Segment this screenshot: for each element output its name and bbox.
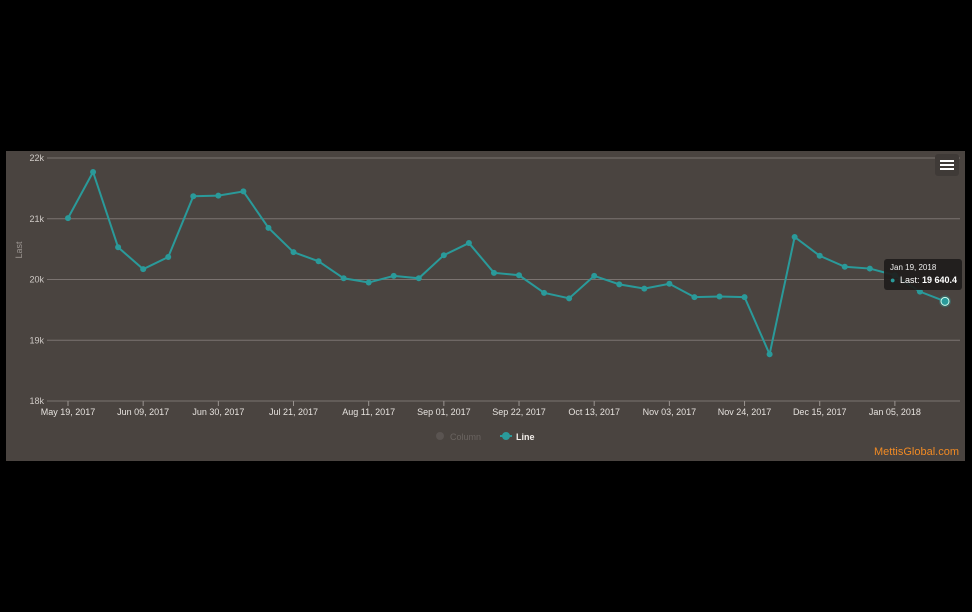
- data-point[interactable]: [390, 272, 397, 279]
- chart-panel: [6, 151, 965, 461]
- x-tick-label: Sep 22, 2017: [492, 407, 546, 417]
- legend-item-line[interactable]: Line: [516, 432, 535, 442]
- data-point[interactable]: [616, 281, 623, 288]
- legend-item-column[interactable]: Column: [450, 432, 481, 442]
- data-point[interactable]: [841, 263, 848, 270]
- y-tick-label: 20k: [29, 275, 44, 285]
- data-point[interactable]: [641, 285, 648, 292]
- data-point[interactable]: [791, 233, 798, 240]
- y-tick-label: 18k: [29, 396, 44, 406]
- x-tick-label: Nov 03, 2017: [643, 407, 697, 417]
- data-point[interactable]: [566, 295, 573, 302]
- y-axis: 18k 19k 20k 21k 22k: [29, 153, 44, 406]
- data-point[interactable]: [415, 275, 422, 282]
- x-tick-label: Jan 05, 2018: [869, 407, 921, 417]
- data-point[interactable]: [265, 224, 272, 231]
- legend[interactable]: Column Line: [436, 432, 535, 442]
- x-tick-label: Jun 09, 2017: [117, 407, 169, 417]
- legend-marker-icon: [436, 432, 444, 440]
- data-point[interactable]: [691, 294, 698, 301]
- data-point[interactable]: [766, 351, 773, 358]
- x-tick-label: Nov 24, 2017: [718, 407, 772, 417]
- data-point[interactable]: [315, 258, 322, 265]
- tooltip: Jan 19, 2018 ● Last: 19 640.4: [884, 259, 962, 290]
- x-tick-label: Oct 13, 2017: [568, 407, 620, 417]
- data-point[interactable]: [816, 252, 823, 259]
- x-tick-label: Jul 21, 2017: [269, 407, 318, 417]
- data-point[interactable]: [716, 293, 723, 300]
- y-tick-label: 21k: [29, 214, 44, 224]
- data-point[interactable]: [516, 272, 523, 279]
- legend-marker-icon: [502, 432, 510, 440]
- data-point[interactable]: [741, 294, 748, 301]
- data-point[interactable]: [140, 266, 147, 273]
- hamburger-menu-icon: [940, 160, 954, 162]
- tooltip-row: ● Last: 19 640.4: [890, 275, 957, 285]
- y-tick-label: 19k: [29, 335, 44, 345]
- x-tick-label: Jun 30, 2017: [192, 407, 244, 417]
- data-point[interactable]: [290, 249, 297, 256]
- data-point[interactable]: [115, 244, 122, 251]
- data-point[interactable]: [65, 215, 71, 222]
- tooltip-dot-icon: ●: [890, 275, 896, 285]
- tooltip-value: 19 640.4: [921, 275, 958, 285]
- x-tick-label: Sep 01, 2017: [417, 407, 471, 417]
- data-point[interactable]: [165, 254, 172, 261]
- data-point[interactable]: [340, 275, 347, 282]
- data-point[interactable]: [916, 288, 923, 295]
- data-point[interactable]: [666, 280, 673, 287]
- data-point[interactable]: [541, 289, 548, 296]
- data-point[interactable]: [465, 240, 472, 247]
- data-point[interactable]: [215, 192, 222, 199]
- x-tick-label: Aug 11, 2017: [342, 407, 395, 417]
- credit-link[interactable]: MettisGlobal.com: [874, 446, 959, 458]
- tooltip-date: Jan 19, 2018: [890, 263, 937, 272]
- data-point[interactable]: [440, 252, 447, 259]
- tooltip-label: Last:: [899, 275, 920, 285]
- x-tick-label: May 19, 2017: [41, 407, 96, 417]
- data-point[interactable]: [490, 269, 497, 276]
- hamburger-menu-icon-bar: [940, 164, 954, 166]
- data-point[interactable]: [591, 272, 598, 279]
- data-point[interactable]: [240, 188, 247, 195]
- series-line-path: [67, 169, 946, 358]
- hamburger-menu-icon-bar: [940, 168, 954, 170]
- data-point[interactable]: [190, 193, 197, 200]
- chart-menu-button[interactable]: [935, 154, 959, 176]
- data-point[interactable]: [365, 279, 372, 286]
- data-point[interactable]: [940, 296, 950, 306]
- grid-lines: [47, 157, 960, 402]
- series-line[interactable]: [65, 168, 951, 358]
- y-axis-title: Last: [14, 241, 24, 259]
- y-tick-label: 22k: [29, 153, 44, 163]
- x-axis: May 19, 2017 Jun 09, 2017 Jun 30, 2017 Jul …: [41, 401, 921, 417]
- x-tick-label: Dec 15, 2017: [793, 407, 847, 417]
- data-point[interactable]: [90, 168, 97, 175]
- data-point[interactable]: [866, 265, 873, 272]
